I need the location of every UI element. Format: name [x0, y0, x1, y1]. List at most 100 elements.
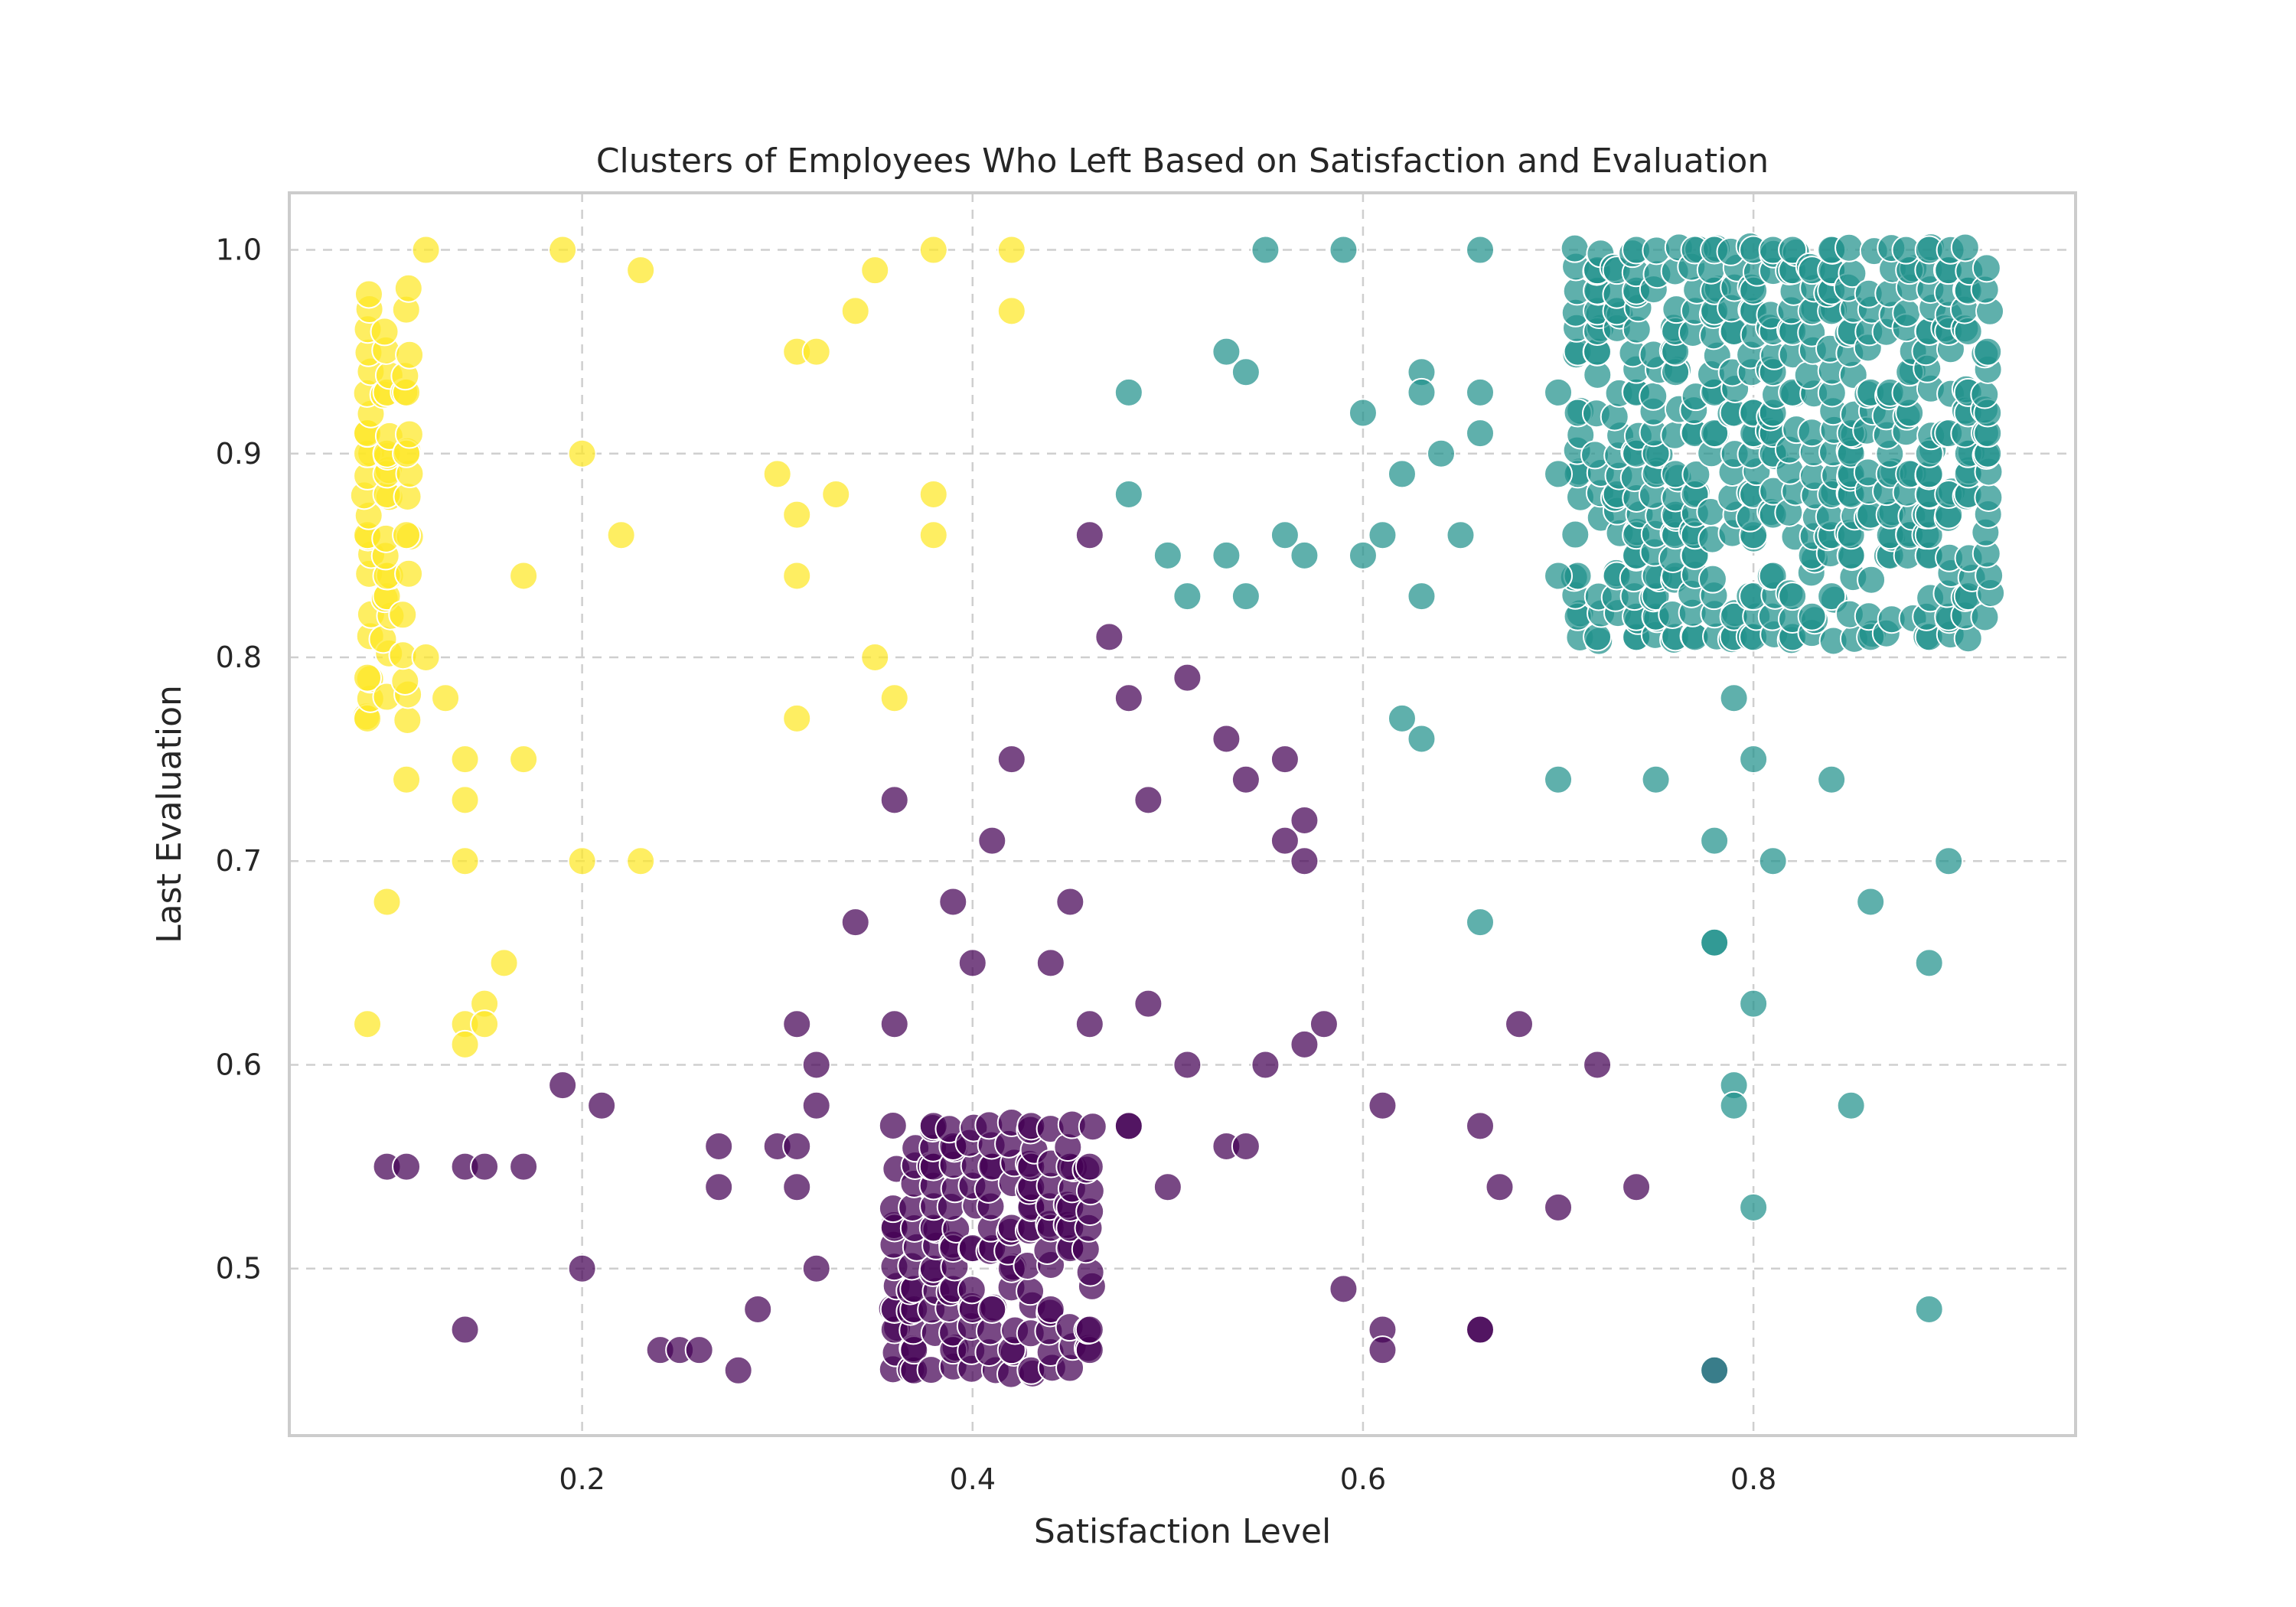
scatter-point — [1212, 540, 1241, 570]
scatter-point — [1639, 381, 1668, 411]
scatter-point — [1407, 377, 1437, 407]
plot-frame — [288, 191, 2077, 1437]
scatter-point — [1914, 948, 1944, 978]
scatter-point — [1544, 377, 1574, 407]
scatter-point — [1290, 1029, 1319, 1059]
data-points — [349, 232, 2006, 1389]
scatter-point — [860, 256, 890, 285]
scatter-point — [1739, 989, 1769, 1019]
scatter-point — [1114, 377, 1143, 407]
scatter-point — [1778, 582, 1808, 611]
scatter-point — [1078, 1112, 1107, 1142]
y-tick-label: 0.6 — [216, 1048, 262, 1081]
scatter-point — [509, 561, 539, 591]
scatter-point — [704, 1172, 734, 1202]
scatter-point — [821, 480, 851, 510]
scatter-point — [860, 643, 890, 673]
scatter-point — [782, 1172, 812, 1202]
x-tick-labels: 0.2 0.4 0.6 0.8 — [559, 1462, 1776, 1496]
scatter-point — [567, 438, 597, 468]
scatter-point — [431, 683, 461, 713]
scatter-point — [782, 1131, 812, 1161]
scatter-point — [1719, 683, 1749, 713]
scatter-point — [606, 520, 636, 550]
scatter-point — [393, 273, 423, 303]
scatter-point — [840, 908, 870, 937]
scatter-point — [782, 1009, 812, 1039]
scatter-point — [1934, 846, 1964, 876]
scatter-point — [1133, 785, 1163, 815]
scatter-point — [801, 337, 831, 367]
scatter-point — [1700, 419, 1730, 448]
scatter-point — [450, 846, 480, 876]
scatter-point — [1290, 805, 1319, 835]
scatter-point — [1094, 622, 1124, 652]
x-tick-label: 0.2 — [559, 1462, 605, 1496]
chart-title: Clusters of Employees Who Left Based on … — [596, 142, 1769, 181]
scatter-point — [957, 948, 987, 978]
scatter-point — [1681, 460, 1711, 490]
scatter-point — [1544, 459, 1574, 489]
scatter-point — [1368, 1090, 1397, 1120]
scatter-point — [957, 1275, 987, 1305]
scatter-point — [1172, 663, 1202, 693]
scatter-point — [1797, 601, 1827, 631]
scatter-point — [1114, 480, 1143, 510]
scatter-point — [1600, 402, 1629, 432]
scatter-point — [1133, 989, 1163, 1019]
scatter-point — [1700, 1355, 1730, 1385]
scatter-point — [1231, 357, 1261, 387]
scatter-point — [1114, 683, 1143, 713]
scatter-point — [1914, 1294, 1944, 1324]
scatter-point — [1973, 337, 2003, 367]
scatter-point — [1700, 927, 1730, 957]
scatter-point — [1407, 582, 1437, 611]
scatter-point — [1719, 1090, 1749, 1120]
scatter-point — [1035, 948, 1065, 978]
scatter-point — [411, 235, 441, 265]
scatter-point — [587, 1090, 617, 1120]
scatter-point — [1698, 564, 1727, 594]
scatter-point — [1212, 337, 1241, 367]
scatter-point — [1114, 1111, 1143, 1141]
scatter-point — [1329, 1274, 1358, 1304]
scatter-point — [353, 663, 383, 693]
scatter-point — [1075, 1315, 1104, 1345]
scatter-point — [996, 235, 1026, 265]
scatter-point — [353, 1009, 383, 1039]
scatter-point — [1055, 887, 1085, 917]
scatter-point — [1368, 520, 1397, 550]
scatter-point — [1466, 419, 1495, 448]
scatter-point — [392, 520, 422, 550]
scatter-point — [509, 1152, 539, 1182]
scatter-point — [470, 1152, 500, 1182]
scatter-point — [1778, 235, 1808, 265]
scatter-point — [1974, 482, 2004, 512]
scatter-point — [879, 1009, 909, 1039]
y-tick-labels: 0.5 0.6 0.7 0.8 0.9 1.0 — [216, 233, 262, 1286]
scatter-point — [762, 459, 792, 489]
y-axis-label: Last Evaluation — [150, 685, 189, 944]
scatter-point — [1970, 380, 2000, 409]
scatter-point — [1231, 582, 1261, 611]
scatter-point — [782, 500, 812, 530]
scatter-point — [509, 745, 539, 774]
scatter-point — [1544, 561, 1574, 591]
scatter-point — [1290, 540, 1319, 570]
scatter-point — [1075, 1152, 1104, 1182]
scatter-point — [1251, 235, 1280, 265]
scatter-point — [1544, 1192, 1574, 1222]
x-axis-label: Satisfaction Level — [1034, 1512, 1331, 1551]
scatter-point — [1446, 520, 1476, 550]
scatter-point — [1700, 826, 1730, 856]
scatter-point — [1505, 1009, 1534, 1039]
scatter-point — [372, 887, 402, 917]
y-tick-label: 1.0 — [216, 233, 262, 267]
scatter-point — [388, 600, 418, 630]
scatter-point — [1251, 1050, 1280, 1080]
scatter-point — [411, 643, 441, 673]
scatter-point — [548, 235, 578, 265]
scatter-point — [1387, 703, 1417, 733]
scatter-point — [392, 764, 422, 794]
scatter-point — [1075, 1009, 1104, 1039]
